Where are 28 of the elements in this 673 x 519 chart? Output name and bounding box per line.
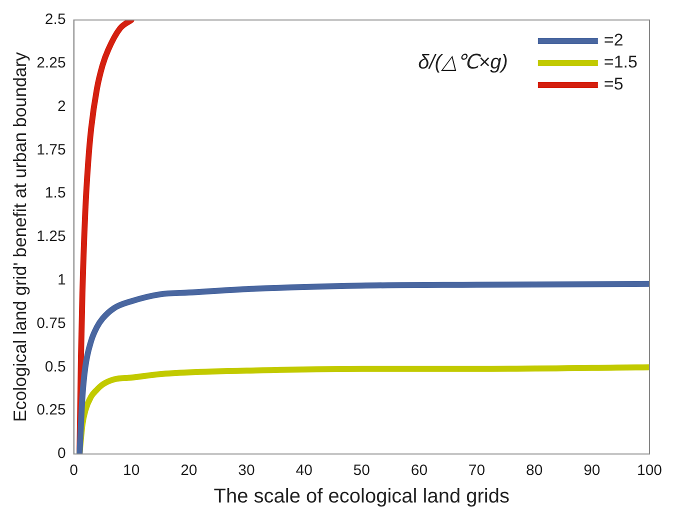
legend-label: =2 (604, 30, 624, 50)
x-tick-label: 20 (180, 462, 198, 480)
y-tick-label: 1.25 (36, 228, 66, 246)
legend-title: δ/(△℃×g) (418, 52, 508, 74)
y-tick-label: 0.25 (36, 402, 66, 419)
y-tick-label: 1.75 (36, 141, 66, 158)
y-tick-label: 2 (57, 98, 66, 115)
y-tick-label: 2.25 (36, 54, 66, 72)
x-tick-label: 90 (584, 462, 600, 480)
x-tick-label: 80 (526, 462, 543, 480)
x-tick-label: 30 (238, 462, 255, 480)
y-tick-label: 0 (57, 445, 66, 462)
x-tick-label: 0 (70, 462, 78, 480)
legend-label: =1.5 (604, 52, 638, 72)
y-tick-label: 0.75 (36, 314, 66, 332)
x-tick-label: 60 (410, 462, 428, 480)
y-axis-title: Ecological land grid' benefit at urban boundary (10, 52, 30, 422)
x-tick-label: 10 (123, 462, 140, 480)
x-tick-label: 70 (468, 462, 486, 480)
legend-label: =5 (604, 74, 624, 94)
y-tick-label: 2.5 (44, 11, 66, 28)
x-tick-label: 40 (296, 462, 312, 480)
x-tick-label: 100 (636, 462, 662, 480)
y-tick-label: 1 (57, 272, 66, 289)
x-tick-label: 50 (353, 462, 370, 480)
y-tick-label: 1.5 (44, 184, 66, 202)
x-axis-title: The scale of ecological land grids (214, 486, 510, 508)
y-tick-label: 0.5 (44, 358, 66, 376)
